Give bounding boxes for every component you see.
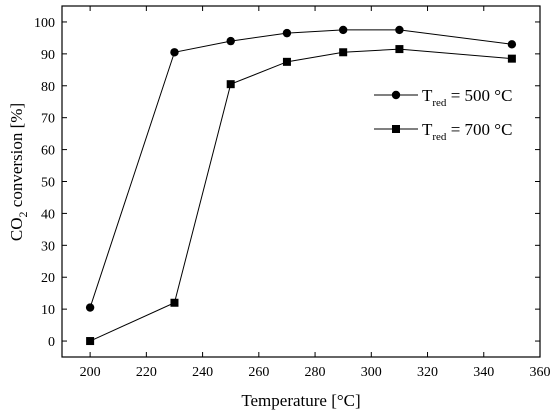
series-1-point — [338, 25, 348, 35]
y-tick-label: 70 — [41, 112, 55, 127]
legend-label: Tred = 700 °C — [422, 120, 512, 143]
y-axis-title-main: CO — [7, 217, 26, 241]
y-axis-title-subscript: 2 — [16, 211, 30, 217]
series-1-point — [85, 303, 95, 312]
y-axis-title: CO2 conversion [%] — [7, 103, 30, 241]
y-tick-label: 40 — [41, 207, 55, 222]
series-2-point — [282, 57, 291, 66]
series-1-point — [170, 48, 179, 57]
series-1-point — [507, 40, 517, 49]
x-tick-label: 360 — [530, 365, 550, 380]
y-tick-label: 50 — [41, 176, 55, 191]
series-2-point — [395, 45, 404, 54]
series-2-point — [170, 298, 179, 307]
series-1 — [85, 25, 517, 312]
x-tick-label: 220 — [136, 365, 157, 380]
legend-entry-1: Tred = 500 °C — [374, 86, 512, 109]
series-1-line — [89, 29, 512, 308]
y-tick-label: 100 — [34, 16, 55, 31]
series-2-point — [86, 337, 95, 346]
legend-label-main: T — [422, 120, 433, 139]
legend-marker — [392, 125, 400, 133]
series-1-point — [282, 28, 292, 38]
x-tick-label: 280 — [305, 365, 326, 380]
legend-label: Tred = 500 °C — [422, 86, 512, 109]
legend-label-main: T — [422, 86, 433, 105]
y-axis-title-rest: conversion [%] — [7, 103, 26, 212]
x-tick-label: 260 — [248, 365, 269, 380]
series-2-point — [226, 80, 235, 89]
legend-label-rest: = 700 °C — [446, 120, 512, 139]
series-1-point — [226, 36, 235, 46]
series-2 — [86, 45, 516, 346]
legend-label-subscript: red — [432, 97, 447, 109]
y-tick-label: 90 — [41, 48, 55, 63]
y-tick-label: 20 — [41, 271, 55, 286]
y-tick-label: 30 — [41, 239, 55, 254]
x-tick-label: 320 — [417, 365, 438, 380]
x-tick-label: 240 — [192, 365, 213, 380]
x-tick-label: 300 — [361, 365, 382, 380]
x-tick-label: 200 — [80, 365, 101, 380]
y-tick-label: 80 — [41, 80, 55, 95]
x-axis-title: Temperature [°C] — [241, 391, 360, 410]
y-tick-label: 0 — [48, 335, 55, 350]
legend-entry-2: Tred = 700 °C — [374, 120, 512, 143]
legend-label-rest: = 500 °C — [446, 86, 512, 105]
x-tick-label: 340 — [473, 365, 494, 380]
legend-marker — [391, 90, 401, 100]
legend-label-subscript: red — [432, 131, 447, 143]
y-tick-label: 10 — [41, 303, 55, 318]
series-2-point — [507, 54, 516, 63]
series-2-point — [339, 48, 348, 57]
series-1-point — [395, 25, 404, 35]
plot-frame — [61, 5, 541, 358]
y-tick-label: 60 — [41, 144, 55, 159]
